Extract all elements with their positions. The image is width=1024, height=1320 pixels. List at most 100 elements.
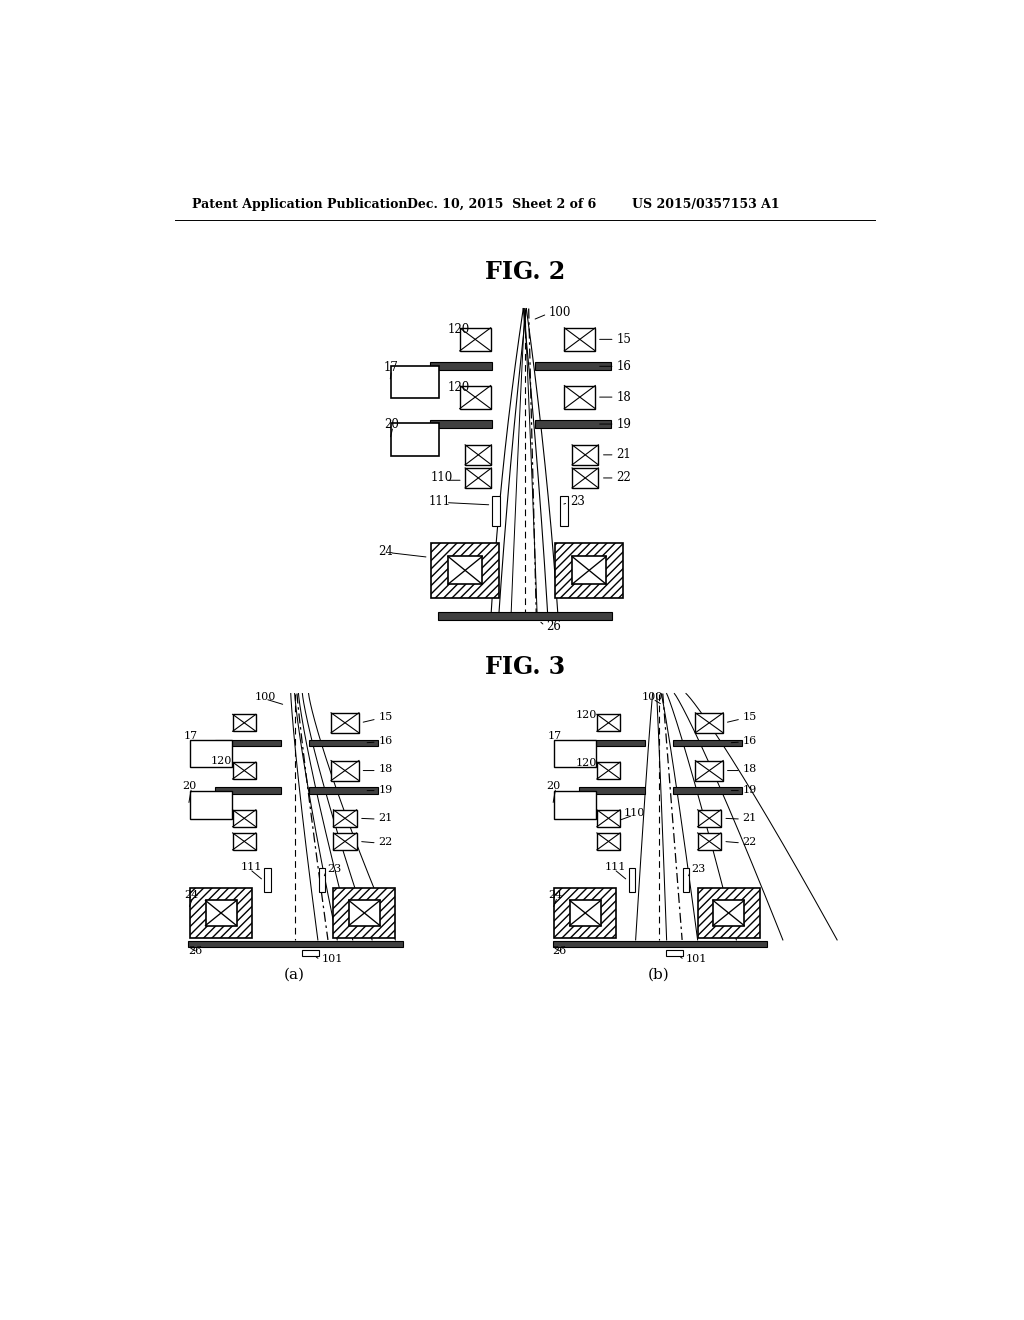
Text: 24: 24 (183, 890, 198, 900)
Text: (a): (a) (284, 968, 305, 982)
Text: 26: 26 (547, 620, 561, 634)
Text: 15: 15 (616, 333, 631, 346)
Bar (431, 543, 500, 598)
Bar (629, 867, 635, 892)
Bar (430, 420, 493, 428)
Bar (572, 469, 598, 488)
Bar (554, 739, 597, 767)
Text: 100: 100 (642, 693, 664, 702)
Bar (673, 788, 741, 793)
Text: 19: 19 (378, 785, 392, 795)
Bar (572, 445, 598, 465)
Text: 18: 18 (742, 764, 757, 774)
Bar (713, 900, 744, 925)
Bar (206, 900, 237, 925)
Bar (465, 445, 492, 465)
Bar (465, 469, 492, 488)
Bar (695, 713, 723, 733)
Bar (493, 496, 500, 525)
Bar (683, 867, 689, 892)
Bar (215, 739, 281, 746)
Text: 110: 110 (624, 808, 645, 818)
Bar (697, 888, 760, 939)
Text: 100: 100 (254, 693, 275, 702)
Bar (597, 833, 621, 850)
Bar (560, 496, 568, 525)
Text: 22: 22 (742, 837, 757, 847)
Text: 17: 17 (548, 731, 562, 741)
Text: 21: 21 (742, 813, 757, 824)
Bar (535, 363, 611, 370)
Text: 24: 24 (378, 545, 393, 557)
Text: 16: 16 (616, 360, 631, 372)
Bar (554, 888, 616, 939)
Text: 120: 120 (449, 323, 470, 335)
Text: 20: 20 (384, 417, 398, 430)
Bar (579, 739, 645, 746)
Text: 20: 20 (182, 781, 197, 791)
Text: 17: 17 (183, 731, 198, 741)
Bar (569, 900, 601, 925)
Text: 111: 111 (604, 862, 626, 871)
Bar (535, 420, 611, 428)
Text: 22: 22 (378, 837, 392, 847)
Bar (553, 941, 767, 946)
Bar (349, 900, 380, 925)
Bar (334, 888, 395, 939)
Text: 101: 101 (322, 954, 343, 964)
Bar (697, 810, 721, 826)
Bar (695, 760, 723, 780)
Bar (334, 833, 356, 850)
Bar (331, 713, 359, 733)
Bar (579, 788, 645, 793)
Text: 18: 18 (378, 764, 392, 774)
Bar (697, 833, 721, 850)
Text: 15: 15 (378, 711, 392, 722)
Bar (391, 366, 438, 397)
Bar (232, 714, 256, 731)
Bar (555, 543, 624, 598)
Text: 16: 16 (742, 737, 757, 746)
Bar (302, 950, 318, 956)
Text: US 2015/0357153 A1: US 2015/0357153 A1 (632, 198, 779, 211)
Text: FIG. 2: FIG. 2 (484, 260, 565, 284)
Text: 18: 18 (616, 391, 631, 404)
Bar (189, 792, 232, 818)
Bar (597, 762, 621, 779)
Text: 19: 19 (616, 417, 631, 430)
Text: 26: 26 (553, 946, 567, 957)
Text: 15: 15 (742, 711, 757, 722)
Bar (264, 867, 270, 892)
Text: 23: 23 (328, 865, 341, 874)
Text: 110: 110 (430, 471, 453, 484)
Text: FIG. 3: FIG. 3 (484, 655, 565, 678)
Bar (460, 327, 490, 351)
Bar (564, 327, 595, 351)
Text: 22: 22 (616, 471, 631, 484)
Bar (460, 385, 490, 409)
Bar (232, 762, 256, 779)
Text: 17: 17 (384, 362, 398, 375)
Text: 26: 26 (188, 946, 203, 957)
Text: 21: 21 (378, 813, 392, 824)
Bar (308, 739, 378, 746)
Text: Patent Application Publication: Patent Application Publication (191, 198, 408, 211)
Bar (188, 941, 403, 946)
Bar (215, 788, 281, 793)
Bar (449, 557, 482, 585)
Text: 111: 111 (429, 495, 451, 508)
Text: 120: 120 (575, 710, 597, 721)
Bar (564, 385, 595, 409)
Text: 120: 120 (211, 756, 232, 767)
Bar (331, 760, 359, 780)
Text: 16: 16 (378, 737, 392, 746)
Bar (318, 867, 325, 892)
Bar (666, 950, 683, 956)
Bar (232, 833, 256, 850)
Bar (438, 612, 612, 619)
Bar (673, 739, 741, 746)
Text: 23: 23 (691, 865, 706, 874)
Text: 111: 111 (241, 862, 262, 871)
Text: (b): (b) (648, 968, 670, 982)
Bar (190, 888, 252, 939)
